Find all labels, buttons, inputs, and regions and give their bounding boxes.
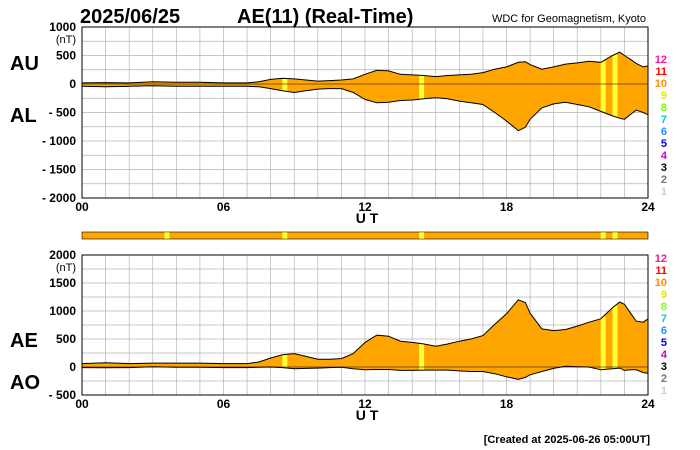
plot-frame	[81, 26, 649, 199]
y-tick-label: - 1500	[42, 163, 76, 177]
series-line-ao	[81, 365, 649, 380]
highlight-bar	[282, 78, 288, 92]
station-legend-entry: 12	[655, 253, 667, 265]
station-legend-entry: 4	[661, 150, 668, 162]
station-legend-entry: 9	[661, 289, 667, 301]
y-tick-label: 0	[69, 360, 76, 374]
strip-highlight	[164, 232, 170, 239]
station-legend-entry: 10	[655, 78, 667, 90]
station-legend-entry: 8	[661, 102, 667, 114]
x-tick-label: 06	[217, 200, 231, 214]
highlight-bar	[419, 343, 425, 371]
station-legend-entry: 1	[661, 186, 667, 198]
station-legend-entry: 6	[661, 126, 667, 138]
source-label: WDC for Geomagnetism, Kyoto	[492, 13, 646, 25]
band-fill	[82, 52, 648, 131]
ae-ao-panel: 2000 1500 1000 500 0 - 500 (nT) 00 06 12 18 24 U T	[49, 248, 655, 423]
highlight-bar	[282, 354, 288, 368]
date-title: 2025/06/25	[80, 6, 180, 28]
series-line-ae	[81, 299, 649, 365]
series-line-al	[81, 85, 649, 132]
x-tick-label: 00	[75, 397, 89, 411]
station-legend-entry: 10	[655, 277, 667, 289]
highlight-bar	[600, 60, 606, 113]
y-tick-label: 1500	[49, 276, 76, 290]
strip-highlight	[600, 232, 606, 239]
y-tick-label: - 1000	[42, 134, 76, 148]
chart-title: AE(11) (Real-Time)	[237, 6, 413, 28]
x-tick-label: 12	[358, 200, 372, 214]
strip-highlight	[282, 232, 288, 239]
strip-highlight	[419, 232, 425, 239]
au-al-panel: 1000 500 0 - 500 - 1000 - 1500 - 2000 (nT) 00 06 1…	[42, 20, 655, 226]
y-tick-label: 1000	[49, 304, 76, 318]
al-label: AL	[10, 105, 37, 127]
station-legend-entry: 5	[661, 337, 667, 349]
x-axis-label: U T	[356, 210, 379, 226]
station-legend-entry: 3	[661, 361, 667, 373]
station-legend-entry: 11	[655, 66, 667, 78]
plot-frame	[81, 254, 649, 396]
station-legend-entry: 5	[661, 138, 667, 150]
y-tick-label: - 2000	[42, 191, 76, 205]
x-tick-label: 24	[641, 397, 655, 411]
highlight-bar	[419, 75, 425, 100]
ao-label: AO	[10, 372, 40, 394]
strip-band	[81, 231, 649, 240]
created-timestamp: [Created at 2025-06-26 05:00UT]	[484, 434, 651, 446]
x-tick-label: 24	[641, 200, 655, 214]
station-legend-entry: 7	[661, 114, 667, 126]
series-line-au	[81, 51, 649, 84]
ae-label: AE	[10, 330, 38, 352]
station-legend-entry: 2	[661, 174, 667, 186]
station-legend-entry: 6	[661, 325, 667, 337]
highlight-bar	[612, 305, 618, 369]
station-legend-entry: 9	[661, 90, 667, 102]
strip-highlight	[612, 232, 618, 239]
x-tick-label: 06	[217, 397, 231, 411]
x-tick-label: 12	[358, 397, 372, 411]
station-legend-entry: 3	[661, 162, 667, 174]
station-legend-entry: 2	[661, 373, 667, 385]
x-axis-label: U T	[356, 407, 379, 423]
x-tick-label: 00	[75, 200, 89, 214]
highlight-bar	[612, 54, 618, 117]
station-legend-entry: 7	[661, 313, 667, 325]
station-legend-entry: 1	[661, 385, 667, 397]
band-fill	[82, 299, 648, 380]
station-legend-entry: 8	[661, 301, 667, 313]
au-label: AU	[10, 53, 39, 75]
station-legend-entry: 12	[655, 54, 667, 66]
y-tick-label: 0	[69, 77, 76, 91]
y-tick-label: 500	[56, 49, 76, 63]
highlight-strip	[81, 231, 649, 240]
y-tick-label: 1000	[49, 20, 76, 34]
y-tick-label: 500	[56, 332, 76, 346]
y-tick-label: - 500	[49, 106, 77, 120]
y-tick-label: - 500	[49, 388, 77, 402]
highlight-bar	[600, 316, 606, 370]
x-tick-label: 18	[500, 200, 514, 214]
y-tick-label: 2000	[49, 248, 76, 262]
station-legend-entry: 4	[661, 349, 668, 361]
unit-label: (nT)	[56, 34, 76, 46]
station-legend-entry: 11	[655, 265, 667, 277]
unit-label: (nT)	[56, 262, 76, 274]
x-tick-label: 18	[500, 397, 514, 411]
